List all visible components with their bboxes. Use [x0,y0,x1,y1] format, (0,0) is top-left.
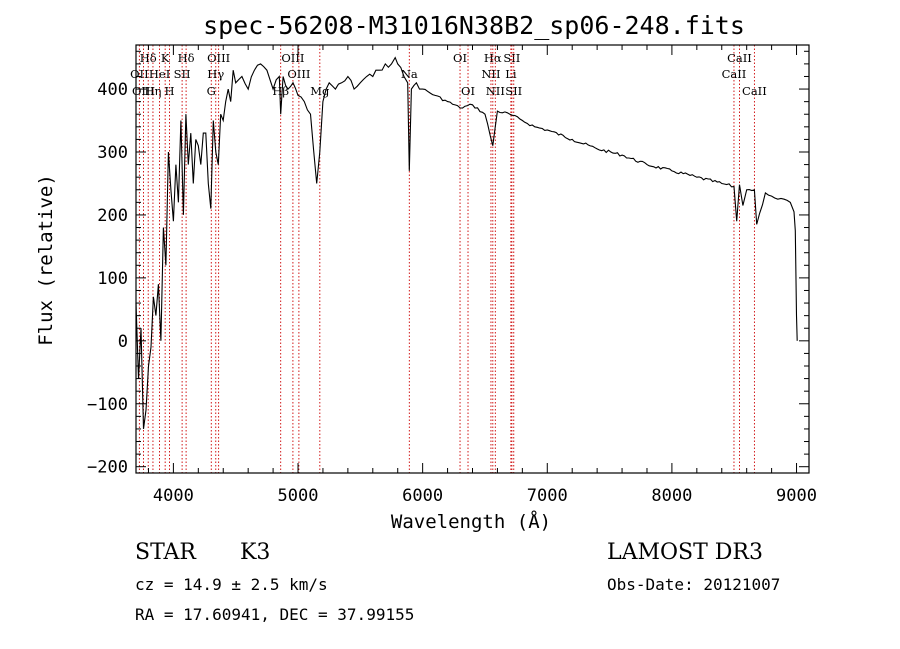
marker-label: OII [130,67,149,81]
y-tick-label: 300 [97,143,128,163]
object-class: STAR [135,540,196,565]
marker-label: OI [453,51,467,65]
y-tick-label: −100 [87,395,128,415]
marker-label: CaII [727,51,752,65]
marker-label: OIII [132,84,155,98]
marker-label: Hβ [272,84,289,98]
marker-label: K [161,51,170,65]
marker-label: OI [461,84,475,98]
marker-label: OIII [207,51,230,65]
survey-name: LAMOST DR3 [607,540,763,565]
x-axis: 4000 5000 6000 7000 8000 9000 [147,45,817,506]
x-tick-label: 7000 [527,486,568,506]
marker-label: Hγ [207,67,224,81]
y-axis: −200 −100 0 100 200 300 400 [87,50,809,478]
marker-label: NII [481,67,500,81]
marker-label: CaII [742,84,767,98]
marker-label: NII [486,84,505,98]
marker-label: Hη [144,84,161,98]
marker-label: H [165,84,175,98]
redshift-velocity: cz = 14.9 ± 2.5 km/s [135,575,328,594]
x-tick-label: 8000 [651,486,692,506]
marker-label: SII [503,51,520,65]
x-tick-label: 4000 [153,486,194,506]
spectrum-series [135,56,798,429]
y-axis-label: Flux (relative) [35,174,57,346]
marker-label: Li [505,67,517,81]
y-tick-label: 0 [118,332,128,352]
sky-coordinates: RA = 17.60941, DEC = 37.99155 [135,605,415,624]
y-tick-label: 100 [97,269,128,289]
marker-label: Hδ [178,51,195,65]
marker-label: CaII [722,67,747,81]
x-axis-label: Wavelength (Å) [391,510,551,533]
marker-label: SII [174,67,191,81]
object-subclass: K3 [240,540,271,565]
marker-label: G [207,84,216,98]
marker-label: Hδ [140,51,157,65]
marker-label: OIII [287,67,310,81]
marker-label: OIII [281,51,304,65]
x-tick-label: 6000 [402,486,443,506]
y-tick-label: −200 [87,458,128,478]
observation-date: Obs-Date: 20121007 [607,575,781,594]
y-tick-label: 400 [97,80,128,100]
marker-label: HeI [149,67,170,81]
plot-frame [135,44,810,474]
marker-label: SII [505,84,522,98]
marker-label: Hα [484,51,502,65]
x-tick-label: 9000 [776,486,817,506]
flux-line [135,56,798,429]
y-tick-label: 200 [97,206,128,226]
x-tick-label: 5000 [278,486,319,506]
chart-title: spec-56208-M31016N38B2_sp06-248.fits [203,11,745,40]
